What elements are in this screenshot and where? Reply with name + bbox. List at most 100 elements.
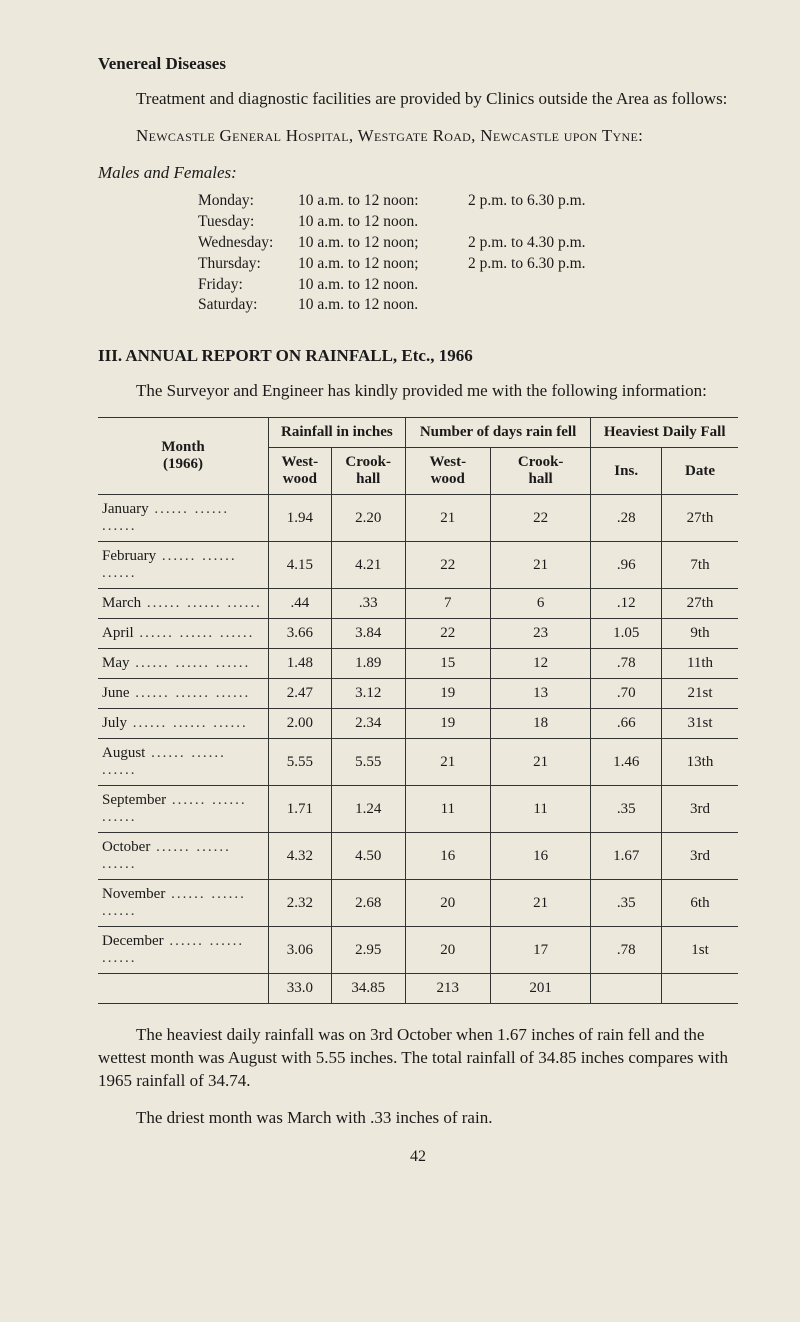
cell-ww: 1.48: [269, 649, 332, 679]
cell-month: August ...... ...... ......: [98, 739, 269, 786]
th-westwood: West-wood: [269, 448, 332, 495]
th-month-2: (1966): [163, 456, 203, 472]
cell-ins: 1.46: [591, 739, 662, 786]
cell-ins: .35: [591, 786, 662, 833]
cell-ch: 1.89: [331, 649, 405, 679]
cell-dw: 16: [405, 833, 490, 880]
schedule-day: Friday:: [198, 275, 298, 296]
cell-dc: 18: [490, 709, 590, 739]
cell-dc: 22: [490, 495, 590, 542]
cell-dw: 19: [405, 679, 490, 709]
cell-month: September ...... ...... ......: [98, 786, 269, 833]
cell-ww: 4.32: [269, 833, 332, 880]
schedule-am: 10 a.m. to 12 noon.: [298, 295, 468, 316]
cell-ch: .33: [331, 589, 405, 619]
cell-dc: 23: [490, 619, 590, 649]
schedule-pm: 2 p.m. to 6.30 p.m.: [468, 191, 586, 212]
cell-dc: 16: [490, 833, 590, 880]
cell-date: 7th: [662, 542, 739, 589]
cell-date: 3rd: [662, 833, 739, 880]
schedule-row: Saturday: 10 a.m. to 12 noon.: [198, 295, 738, 316]
cell-ins: .28: [591, 495, 662, 542]
cell-date: 6th: [662, 880, 739, 927]
table-row: April ...... ...... ......3.663.8422231.…: [98, 619, 738, 649]
cell-ww: 2.32: [269, 880, 332, 927]
total-date: [662, 974, 739, 1004]
cell-ch: 4.21: [331, 542, 405, 589]
th-crookhall-days: Crook-hall: [490, 448, 590, 495]
cell-ww: .44: [269, 589, 332, 619]
schedule-day: Monday:: [198, 191, 298, 212]
cell-ww: 5.55: [269, 739, 332, 786]
cell-month: March ...... ...... ......: [98, 589, 269, 619]
cell-date: 13th: [662, 739, 739, 786]
cell-ch: 3.84: [331, 619, 405, 649]
cell-ch: 2.20: [331, 495, 405, 542]
cell-date: 27th: [662, 589, 739, 619]
totals-row: 33.0 34.85 213 201: [98, 974, 738, 1004]
cell-ins: .78: [591, 649, 662, 679]
cell-ch: 2.34: [331, 709, 405, 739]
cell-dc: 13: [490, 679, 590, 709]
cell-date: 27th: [662, 495, 739, 542]
schedule-row: Friday: 10 a.m. to 12 noon.: [198, 275, 738, 296]
table-row: March ...... ...... .......44.3376.1227t…: [98, 589, 738, 619]
cell-month: October ...... ...... ......: [98, 833, 269, 880]
cell-dw: 21: [405, 495, 490, 542]
cell-dc: 6: [490, 589, 590, 619]
cell-date: 3rd: [662, 786, 739, 833]
cell-ww: 4.15: [269, 542, 332, 589]
total-dc: 201: [490, 974, 590, 1004]
cell-ins: .35: [591, 880, 662, 927]
cell-ch: 5.55: [331, 739, 405, 786]
cell-ins: 1.67: [591, 833, 662, 880]
cell-month: April ...... ...... ......: [98, 619, 269, 649]
schedule-block: Monday: 10 a.m. to 12 noon: 2 p.m. to 6.…: [198, 191, 738, 317]
heading-venereal: Venereal Diseases: [98, 54, 738, 74]
schedule-day: Tuesday:: [198, 212, 298, 233]
cell-ww: 3.06: [269, 927, 332, 974]
cell-dw: 21: [405, 739, 490, 786]
cell-month: June ...... ...... ......: [98, 679, 269, 709]
table-row: August ...... ...... ......5.555.5521211…: [98, 739, 738, 786]
th-group-days: Number of days rain fell: [405, 418, 591, 448]
cell-dc: 21: [490, 739, 590, 786]
cell-ch: 4.50: [331, 833, 405, 880]
table-row: January ...... ...... ......1.942.202122…: [98, 495, 738, 542]
cell-ch: 2.95: [331, 927, 405, 974]
total-dw: 213: [405, 974, 490, 1004]
table-row: June ...... ...... ......2.473.121913.70…: [98, 679, 738, 709]
cell-ins: .96: [591, 542, 662, 589]
page: Venereal Diseases Treatment and diagnost…: [0, 0, 800, 1206]
cell-date: 1st: [662, 927, 739, 974]
cell-dc: 21: [490, 880, 590, 927]
schedule-day: Thursday:: [198, 254, 298, 275]
cell-dw: 22: [405, 542, 490, 589]
cell-ww: 3.66: [269, 619, 332, 649]
summary-1: The heaviest daily rainfall was on 3rd O…: [98, 1024, 738, 1093]
cell-dw: 15: [405, 649, 490, 679]
total-ww: 33.0: [269, 974, 332, 1004]
cell-dw: 20: [405, 880, 490, 927]
summary-2: The driest month was March with .33 inch…: [98, 1107, 738, 1130]
cell-month: May ...... ...... ......: [98, 649, 269, 679]
schedule-am: 10 a.m. to 12 noon;: [298, 254, 468, 275]
page-number: 42: [98, 1148, 738, 1166]
cell-dw: 11: [405, 786, 490, 833]
table-row: May ...... ...... ......1.481.891512.781…: [98, 649, 738, 679]
cell-dc: 12: [490, 649, 590, 679]
schedule-pm: 2 p.m. to 6.30 p.m.: [468, 254, 586, 275]
cell-dc: 17: [490, 927, 590, 974]
schedule-am: 10 a.m. to 12 noon.: [298, 275, 468, 296]
cell-ww: 2.47: [269, 679, 332, 709]
th-date: Date: [662, 448, 739, 495]
th-group-rainfall: Rainfall in inches: [269, 418, 406, 448]
section-iii-intro: The Surveyor and Engineer has kindly pro…: [98, 380, 738, 403]
cell-month: December ...... ...... ......: [98, 927, 269, 974]
th-ins: Ins.: [591, 448, 662, 495]
cell-date: 21st: [662, 679, 739, 709]
cell-date: 11th: [662, 649, 739, 679]
cell-ch: 3.12: [331, 679, 405, 709]
cell-dw: 19: [405, 709, 490, 739]
intro-paragraph: Treatment and diagnostic facilities are …: [98, 88, 738, 111]
